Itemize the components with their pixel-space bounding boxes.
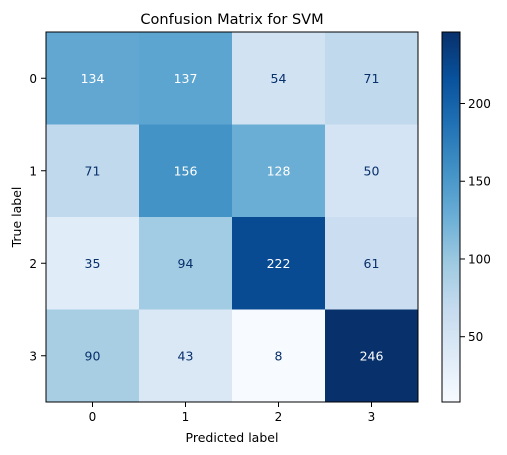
y-tick-label: 1: [29, 164, 37, 178]
cell-value-label: 94: [178, 256, 194, 271]
y-axis-label: True label: [9, 187, 24, 249]
cell-value-label: 61: [364, 256, 380, 271]
heatmap-cell: [46, 309, 140, 403]
cell-value-label: 137: [174, 71, 198, 86]
heatmap-cell: [232, 217, 326, 310]
x-axis-label: Predicted label: [186, 430, 279, 445]
cell-value-label: 35: [85, 256, 101, 271]
colorbar-tick-label: 50: [468, 330, 483, 344]
y-axis: 0 1 2 3: [29, 72, 46, 363]
heatmap-cell: [232, 309, 326, 403]
heatmap-cell: [232, 32, 326, 125]
colorbar-tick-label: 100: [468, 252, 491, 266]
cell-value-label: 246: [360, 348, 384, 363]
y-tick-label: 3: [29, 349, 37, 363]
cell-value-label: 43: [178, 348, 194, 363]
heatmap-cell: [325, 124, 419, 218]
colorbar: [441, 31, 461, 403]
cell-value-label: 134: [81, 71, 105, 86]
cell-value-label: 8: [275, 348, 283, 363]
y-tick-label: 2: [29, 257, 37, 271]
heatmap-cell: [46, 32, 140, 125]
heatmap-cell: [139, 217, 233, 310]
heatmap-cell: [139, 124, 233, 218]
x-tick-label: 1: [182, 410, 190, 424]
x-axis: 0 1 2 3: [89, 402, 376, 424]
heatmap-cell: [325, 32, 419, 125]
colorbar-tick-label: 200: [468, 97, 491, 111]
cell-value-label: 128: [267, 163, 291, 178]
cell-value-label: 222: [267, 256, 291, 271]
cell-value-label: 54: [271, 71, 287, 86]
plot-frame: [45, 31, 419, 403]
heatmap-cell: [232, 124, 326, 218]
x-tick-label: 3: [368, 410, 376, 424]
chart-title: Confusion Matrix for SVM: [140, 12, 323, 28]
y-tick-label: 0: [29, 72, 37, 86]
colorbar-tick-label: 150: [468, 175, 491, 189]
heatmap-cells: 134 137 54 71 71 156 128 50 35 94 222 61 90 43 8 246: [46, 32, 419, 403]
x-tick-label: 2: [275, 410, 283, 424]
heatmap-cell: [139, 309, 233, 403]
heatmap-cell: [325, 217, 419, 310]
cell-value-label: 71: [364, 71, 380, 86]
cell-value-label: 90: [85, 348, 101, 363]
heatmap-cell: [325, 309, 419, 403]
heatmap-cell: [139, 32, 233, 125]
heatmap-cell: [46, 124, 140, 218]
cell-value-label: 156: [174, 163, 198, 178]
cell-value-label: 50: [364, 163, 380, 178]
cell-value-label: 71: [85, 163, 101, 178]
x-tick-label: 0: [89, 410, 97, 424]
heatmap-cell: [46, 217, 140, 310]
colorbar-ticks: 50 100 150 200: [460, 97, 491, 344]
